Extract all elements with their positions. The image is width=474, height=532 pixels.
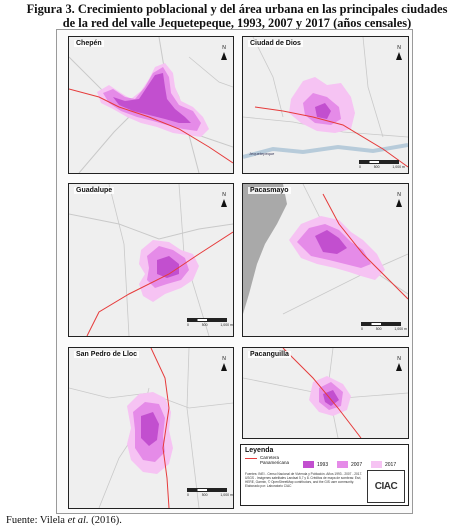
road-panamericana-ciudad bbox=[254, 106, 408, 168]
map-panel-chepen: Chepén N bbox=[68, 36, 234, 174]
legend-road-label: Carretera Panamericana bbox=[260, 455, 290, 465]
road-panamericana-guadalupe bbox=[86, 231, 233, 336]
scale-bar: 0 500 1,000 m bbox=[187, 318, 233, 327]
panel-title-guadalupe: Guadalupe bbox=[74, 187, 115, 194]
map-ciudad-canvas bbox=[243, 37, 408, 168]
river-label: Jequetepeque bbox=[249, 151, 275, 156]
legend-label-1993: 1993 bbox=[317, 462, 329, 468]
legend-label-2007: 2007 bbox=[351, 462, 363, 468]
map-legend: Leyenda Carretera Panamericana 1993 2007… bbox=[240, 444, 409, 506]
panel-title-pacasmayo: Pacasmayo bbox=[248, 187, 291, 194]
urban-area-1993 bbox=[315, 230, 347, 254]
scale-bar: 0 500 1,000 m bbox=[361, 322, 407, 331]
north-arrow-icon: N bbox=[221, 46, 227, 60]
map-pacanguilla-canvas bbox=[243, 348, 408, 438]
north-arrow-icon: N bbox=[221, 357, 227, 371]
map-panel-pacanguilla: Pacanguilla N bbox=[242, 347, 409, 439]
urban-area-1993 bbox=[113, 73, 191, 123]
road-panamericana-pacasmayo bbox=[322, 193, 408, 300]
north-arrow-icon: N bbox=[396, 193, 402, 207]
scale-bar: 0 500 1,000 m bbox=[187, 488, 233, 497]
road-panamericana-chepen bbox=[69, 88, 233, 164]
legend-source-notes: Fuentes: INEI - Censo Nacional de Vivien… bbox=[245, 472, 363, 488]
map-panel-ciudad-de-dios: Ciudad de Dios Jequetepeque N 0 500 1,000 … bbox=[242, 36, 409, 174]
map-guadalupe-canvas bbox=[69, 184, 233, 336]
road-panamericana-pacanguilla bbox=[282, 348, 362, 438]
legend-swatch-2007 bbox=[337, 461, 348, 468]
urban-area-1993 bbox=[141, 412, 159, 446]
map-chepen-canvas bbox=[69, 37, 233, 173]
panel-title-chepen: Chepén bbox=[74, 40, 104, 47]
panel-title-san-pedro-de-lloc: San Pedro de Lloc bbox=[74, 351, 140, 358]
legend-title: Leyenda bbox=[245, 447, 274, 454]
figure-title-line-1: Figura 3. Crecimiento poblacional y del … bbox=[26, 2, 448, 16]
road-panamericana-sanpedro bbox=[150, 348, 170, 508]
legend-swatch-1993 bbox=[303, 461, 314, 468]
panel-title-ciudad-de-dios: Ciudad de Dios bbox=[248, 40, 303, 47]
legend-road-swatch bbox=[245, 458, 257, 459]
legend-swatch-2017 bbox=[371, 461, 382, 468]
map-sanpedro-canvas bbox=[69, 348, 233, 508]
map-panel-guadalupe: Guadalupe N 0 500 1,000 m bbox=[68, 183, 234, 337]
panel-title-pacanguilla: Pacanguilla bbox=[248, 351, 291, 358]
figure-source: Fuente: Vilela et al. (2016). bbox=[6, 515, 122, 526]
map-panel-pacasmayo: Pacasmayo N 0 500 1,000 m bbox=[242, 183, 409, 337]
scale-bar: 0 500 1,000 m bbox=[359, 160, 405, 169]
north-arrow-icon: N bbox=[396, 357, 402, 371]
urban-area-1993 bbox=[157, 256, 179, 278]
ciac-logo: CIAC bbox=[367, 470, 405, 503]
map-panel-san-pedro-de-lloc: San Pedro de Lloc N 0 500 1,000 m bbox=[68, 347, 234, 509]
figure-title-line-2: de la red del valle Jequetepeque, 1993, … bbox=[62, 16, 412, 30]
map-pacasmayo-canvas bbox=[243, 184, 408, 315]
north-arrow-icon: N bbox=[396, 46, 402, 60]
legend-label-2017: 2017 bbox=[385, 462, 397, 468]
urban-area-1993 bbox=[315, 103, 331, 119]
urban-area-1993 bbox=[323, 390, 339, 406]
north-arrow-icon: N bbox=[221, 193, 227, 207]
